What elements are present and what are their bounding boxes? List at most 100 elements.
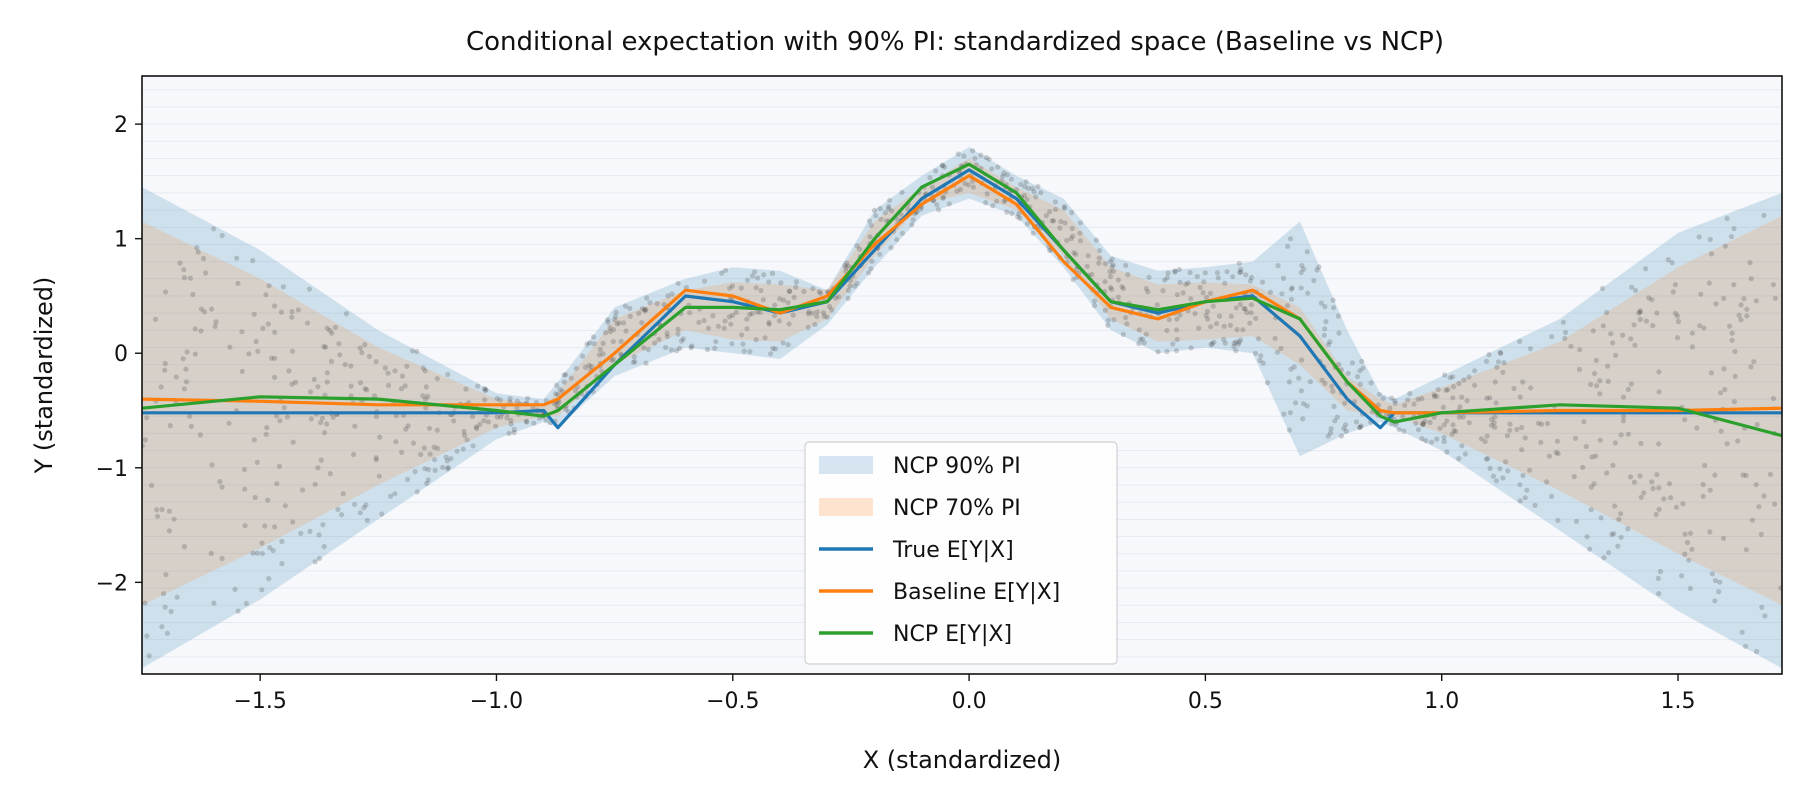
sample-point <box>1500 475 1506 481</box>
sample-point <box>1174 316 1180 322</box>
sample-point <box>561 372 567 378</box>
sample-point <box>1102 261 1108 267</box>
sample-point <box>1238 269 1244 275</box>
sample-point <box>1724 441 1730 447</box>
sample-point <box>272 524 278 530</box>
x-tick-label: −1.5 <box>233 689 286 714</box>
sample-point <box>1649 297 1655 303</box>
sample-point <box>1194 273 1200 280</box>
sample-point <box>715 323 722 329</box>
plot-frame <box>141 75 1783 675</box>
sample-point <box>1288 286 1294 292</box>
sample-point <box>857 246 863 252</box>
sample-point <box>270 547 276 554</box>
sample-point <box>1278 345 1284 352</box>
sample-point <box>1738 317 1744 323</box>
sample-point <box>613 309 619 315</box>
ncp-e-y-x-legend-label: NCP E[Y|X] <box>893 622 1012 647</box>
sample-point <box>1291 364 1297 370</box>
sample-point <box>414 348 420 355</box>
sample-point <box>1538 421 1545 427</box>
sample-point <box>1196 325 1202 331</box>
sample-point <box>307 389 314 395</box>
sample-point <box>319 415 326 421</box>
sample-point <box>1549 334 1555 340</box>
sample-point <box>289 308 295 315</box>
sample-point <box>277 418 283 424</box>
ncp-70-pi-legend-label: NCP 70% PI <box>893 496 1021 521</box>
sample-point <box>1587 546 1593 552</box>
sample-point <box>587 340 593 346</box>
sample-point <box>1605 363 1611 369</box>
sample-point <box>675 326 681 332</box>
sample-point <box>306 286 313 292</box>
sample-point <box>1571 474 1577 480</box>
sample-point <box>1415 427 1422 433</box>
sample-point <box>1119 284 1125 290</box>
sample-point <box>1123 262 1129 268</box>
sample-point <box>941 164 948 170</box>
sample-point <box>1334 414 1340 420</box>
sample-point <box>1145 289 1151 295</box>
sample-point <box>869 258 875 264</box>
sample-point <box>1472 368 1478 374</box>
sample-point <box>1456 456 1462 462</box>
sample-point <box>632 359 638 365</box>
sample-point <box>1495 359 1502 365</box>
sample-point <box>1732 373 1738 379</box>
sample-point <box>1298 269 1304 276</box>
sample-point <box>1115 294 1121 300</box>
sample-point <box>1747 260 1753 266</box>
sample-point <box>404 363 410 369</box>
sample-point <box>1235 341 1241 347</box>
sample-point <box>1503 459 1509 465</box>
sample-point <box>1770 282 1776 288</box>
sample-point <box>1650 323 1656 329</box>
sample-point <box>1673 504 1679 510</box>
sample-point <box>995 164 1001 170</box>
sample-point <box>1038 190 1044 196</box>
sample-point <box>336 341 342 347</box>
sample-point <box>1258 353 1264 359</box>
sample-point <box>1330 388 1336 394</box>
sample-point <box>652 340 658 346</box>
sample-point <box>342 361 348 368</box>
x-tick-label: −0.5 <box>706 689 759 714</box>
x-tick-label: 0.0 <box>952 689 987 714</box>
sample-point <box>561 379 567 385</box>
sample-point <box>641 345 647 351</box>
sample-point <box>747 312 753 318</box>
sample-point <box>1415 396 1421 403</box>
sample-point <box>1318 300 1324 306</box>
sample-point <box>656 336 662 342</box>
sample-point <box>251 437 257 443</box>
sample-point <box>978 152 984 158</box>
sample-point <box>469 413 476 420</box>
sample-point <box>1444 449 1450 455</box>
sample-point <box>328 358 335 364</box>
sample-point <box>793 279 800 285</box>
x-tick-label: 1.0 <box>1424 689 1459 714</box>
sample-point <box>1123 314 1129 321</box>
sample-point <box>1359 358 1365 364</box>
sample-point <box>781 297 787 303</box>
sample-point <box>168 608 174 615</box>
sample-point <box>1052 199 1058 205</box>
sample-point <box>1654 310 1660 316</box>
sample-point <box>1441 438 1447 445</box>
sample-point <box>1593 357 1599 363</box>
sample-point <box>1236 260 1242 266</box>
sample-point <box>312 559 318 565</box>
sample-point <box>591 341 597 347</box>
sample-point <box>1618 511 1624 517</box>
sample-point <box>357 510 363 516</box>
sample-point <box>1527 346 1533 352</box>
sample-point <box>871 207 878 213</box>
sample-point <box>1396 427 1402 433</box>
sample-point <box>986 156 992 162</box>
sample-point <box>1604 309 1610 316</box>
sample-point <box>728 321 734 327</box>
sample-point <box>424 480 430 486</box>
sample-point <box>909 222 915 228</box>
